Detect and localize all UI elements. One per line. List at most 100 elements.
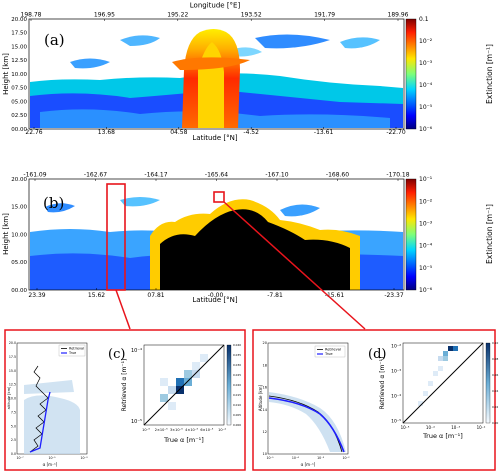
panel-b-cirrus-left <box>45 203 75 213</box>
panel-a-y-tick: 07.50 <box>11 86 27 92</box>
heatmap-d-x-tick: 10⁻⁴ <box>426 425 435 430</box>
panel-b-top-tick: -161.09 <box>23 172 46 179</box>
panel-b-colorbar-tick: 10⁻¹ <box>419 176 433 183</box>
heatmap-d-y-label: Retrieved α [m⁻¹] <box>379 357 386 410</box>
panel-b-cirrus-right <box>280 204 320 217</box>
heatmap-d-x-tick: 10⁻² <box>477 425 486 430</box>
profile-c-y-tick: 2.5 <box>11 438 16 442</box>
panel-b-colorbar-tick: 10⁻³ <box>419 221 433 228</box>
panel-a-cirrus-1 <box>120 35 160 46</box>
panel-b-top-tick: -167.10 <box>265 172 288 179</box>
panel-a-frame <box>28 18 405 130</box>
heatmap-c-colorbar-tick: 0.035 <box>233 353 241 357</box>
heatmap-d-x-label: True α [m⁻¹] <box>422 432 463 440</box>
panel-b-bottom-tick: -0.00 <box>208 292 224 299</box>
profile-d-legend-true-label: True <box>324 352 333 356</box>
heatmap-d-colorbar-tick: 0.08 <box>492 357 498 361</box>
panel-a-colorbar-tick: 10⁻⁵ <box>419 104 433 111</box>
panel-a-bottom-tick: 22.76 <box>25 129 42 136</box>
heatmap-d-colorbar-tick: 0.02 <box>492 405 498 409</box>
panel-b-bottom-tick: -7.81 <box>267 292 283 299</box>
panel-a-bottom-axis-label: Latitude [°N] <box>192 134 238 142</box>
panel-a-top-axis-label: Longitude [°E] <box>190 2 241 10</box>
connector-d <box>223 201 366 330</box>
heatmap-c-colorbar-tick: 0.030 <box>233 363 241 367</box>
panel-b-top-tick: -170.18 <box>386 172 409 179</box>
panel-b-colorbar-tick: 10⁻⁵ <box>419 265 433 272</box>
panel-a-y-tick: 05.00 <box>11 99 27 105</box>
heatmap-d-x-tick: 10⁻⁵ <box>401 425 410 430</box>
panel-a-colorbar-tick: 0.1 <box>419 16 429 23</box>
connector-c <box>115 289 131 330</box>
panel-a-y-tick: 15.00 <box>11 44 27 50</box>
panel-a-y-tick: 00.00 <box>11 127 27 133</box>
panel-b-label: (b) <box>43 194 64 212</box>
heatmap-c-colorbar-tick: 0.040 <box>233 343 241 347</box>
panel-a-top-tick: 196.95 <box>94 12 115 19</box>
heatmap-d-y-tick: 10⁻⁴ <box>391 394 401 400</box>
panel-a-colorbar-label: Extinction [m⁻¹] <box>485 44 494 104</box>
heatmap-c-colorbar-tick: 0.025 <box>233 373 241 377</box>
profile-c-y-tick: 17.5 <box>9 355 16 359</box>
panel-a-y-tick: 12.50 <box>11 58 27 64</box>
panel-a-bottom-tick: -13.61 <box>314 129 334 136</box>
panel-a-cirrus-2 <box>255 34 330 49</box>
panel-b-y-tick: 20.00 <box>11 177 27 183</box>
panel-b-bottom-tick: 23.39 <box>28 292 45 299</box>
panel-a-y-tick: 17.50 <box>11 31 27 37</box>
heatmap-c-colorbar-tick: 0.010 <box>233 403 241 407</box>
profile-c-y-tick: 0.0 <box>11 452 16 456</box>
panel-b-y-tick: 15.00 <box>11 205 27 211</box>
panel-b-bottom-tick: -23.37 <box>384 292 404 299</box>
heatmap-d-y-tick: 10⁻⁵ <box>391 419 401 425</box>
heatmap-d-y-tick: 10⁻² <box>391 344 401 350</box>
panel-b-y-tick: 10.00 <box>11 232 27 238</box>
profile-c-y-tick: 20.0 <box>9 341 16 345</box>
inset-box-c: 0.0 2.5 5.0 7.5 10.0 12.5 15.0 17.5 20.0 10⁻⁷ 10⁻⁵… <box>4 329 246 471</box>
panel-a-cirrus-3 <box>340 37 380 49</box>
heatmap-c-identity-line <box>143 344 225 426</box>
profile-c-x-tick: 10⁻⁷ <box>16 456 24 460</box>
profile-d-x-tick: 10⁻³ <box>317 456 325 460</box>
panel-b-top-tick: -164.17 <box>144 172 167 179</box>
heatmap-d-colorbar <box>485 342 491 424</box>
panel-a-plume-anvil <box>172 57 250 70</box>
profile-c-legend-true-label: True <box>68 351 76 355</box>
profile-d-true-line <box>268 397 345 453</box>
panel-b-top-tick: -165.64 <box>205 172 228 179</box>
panel-a-bottom-tick: -4.52 <box>243 129 259 136</box>
panel-a: (a) Longitude [°E] Latitude [°N] Height … <box>2 2 494 143</box>
panel-b-bottom-tick: 07.81 <box>147 292 164 299</box>
profile-c-y-tick: 5.0 <box>11 424 16 428</box>
panel-b-colorbar-label: Extinction [m⁻¹] <box>485 204 494 264</box>
profile-c-legend-retrieval-label: Retrieval <box>69 347 84 351</box>
panel-a-top-tick: 195.22 <box>167 12 188 19</box>
panel-b-y-tick: 00.00 <box>11 288 27 294</box>
panel-b-top-tick: -162.67 <box>84 172 107 179</box>
heatmap-c-x-label: True α [m⁻¹] <box>163 436 204 444</box>
panel-b-highlight-box-d <box>213 191 225 203</box>
profile-c-x-tick: 10⁻⁵ <box>48 456 56 460</box>
panel-a-colorbar-tick: 10⁻³ <box>419 60 433 67</box>
profile-d-x-label: α [m⁻¹] <box>301 462 316 467</box>
panel-a-y-tick: 20.00 <box>11 17 27 23</box>
heatmap-c-x-tick: 6×10⁻⁵ <box>200 428 213 432</box>
panel-b-cloud-black <box>160 209 350 290</box>
profile-c-legend-box <box>58 344 86 357</box>
panel-b-bottom-axis-label: Latitude [°N] <box>192 296 238 304</box>
profile-d-x-tick: 10⁻⁴ <box>292 456 300 460</box>
profile-d-y-label: Altitude [km] <box>258 384 263 411</box>
heatmap-c-y-tick: 10⁻⁴ <box>131 348 142 354</box>
heatmap-c-x-tick: 10⁻⁴ <box>218 428 226 432</box>
heatmap-c-y-label: Retrieved α [m⁻¹] <box>121 359 128 412</box>
heatmap-c-x-tick: 4×10⁻⁵ <box>185 428 198 432</box>
panel-b-y-tick: 05.00 <box>11 260 27 266</box>
profile-d-x-tick: 10⁻⁵ <box>266 456 274 460</box>
heatmap-c-colorbar-tick: 0.015 <box>233 393 241 397</box>
panel-a-colorbar-tick: 10⁻⁴ <box>419 82 433 89</box>
panel-a-cirrus-5 <box>70 58 110 69</box>
profile-c-y-tick: 7.5 <box>11 410 16 414</box>
panel-a-colorbar <box>405 18 417 130</box>
profile-d-legend-retrieval-label: Retrieval <box>325 348 341 352</box>
profile-d-y-tick: 12 <box>263 430 267 434</box>
